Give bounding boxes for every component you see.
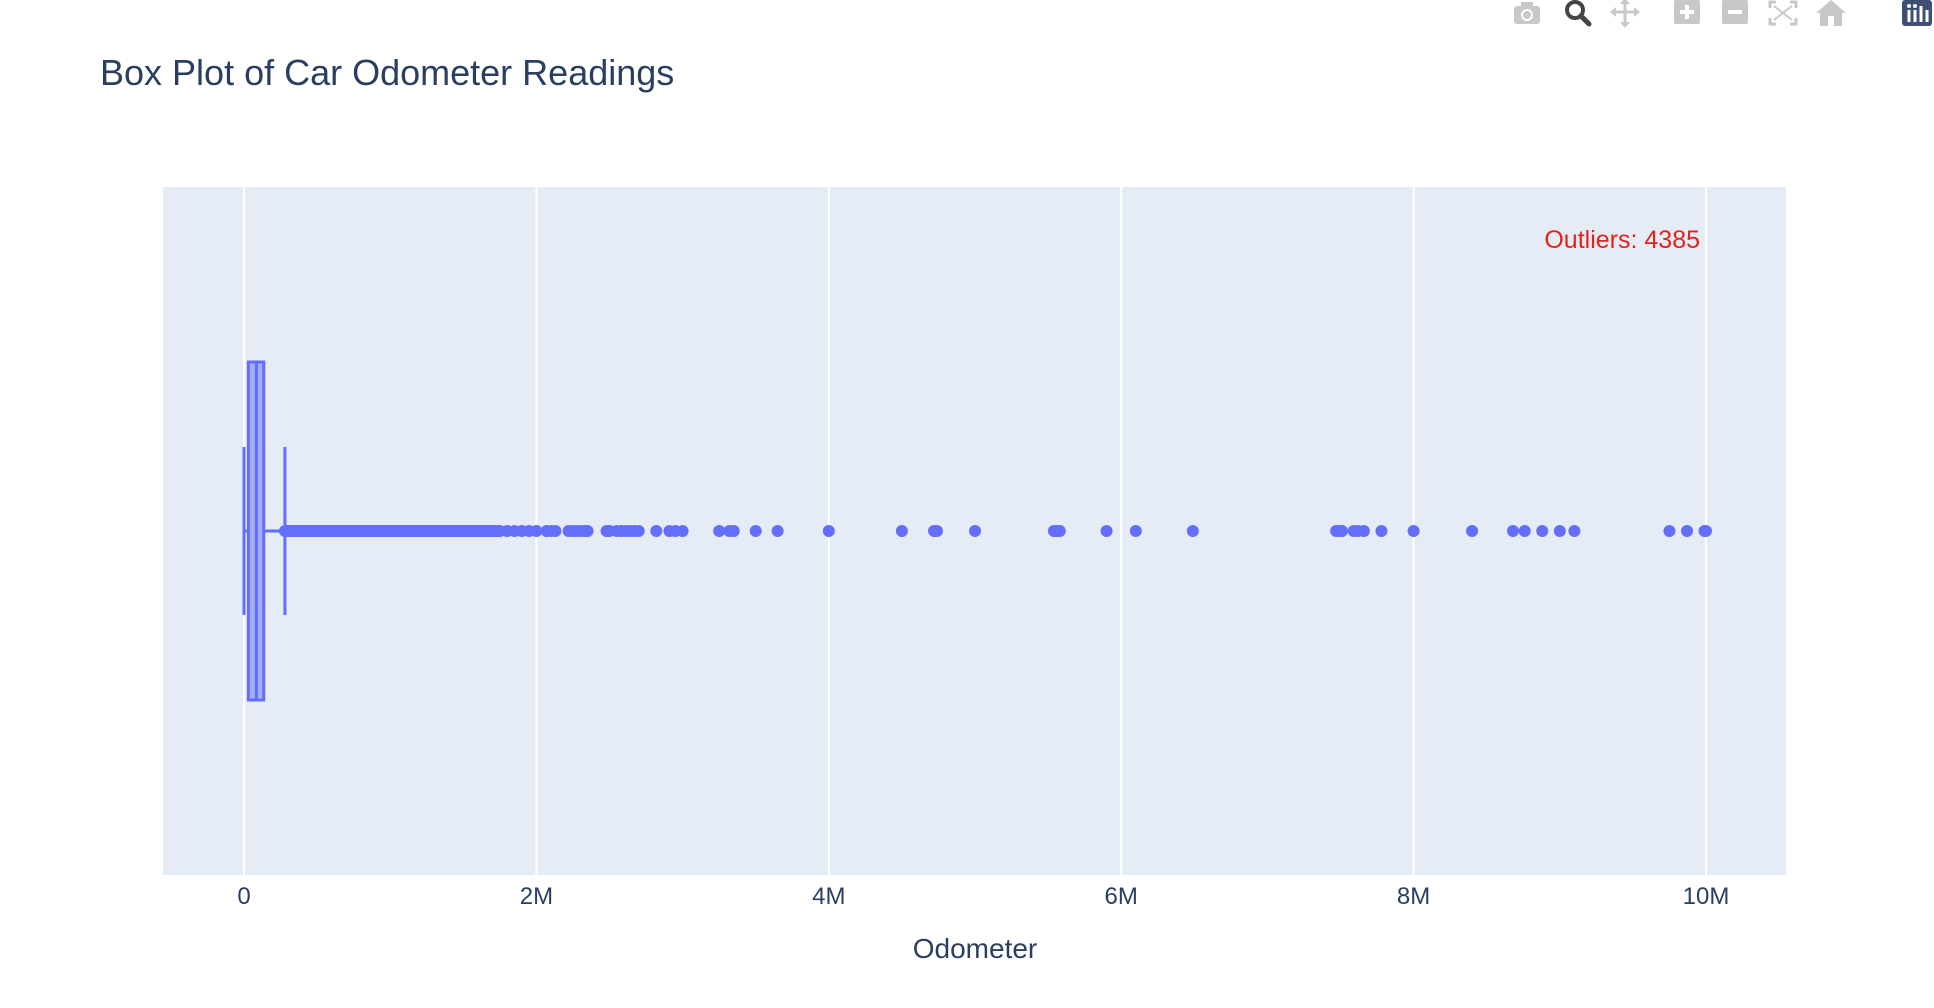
- zoom-icon[interactable]: [1560, 0, 1594, 28]
- x-tick-label: 10M: [1683, 883, 1730, 910]
- outlier-point[interactable]: [1100, 525, 1113, 537]
- zoom-in-icon[interactable]: [1670, 0, 1704, 28]
- outlier-point[interactable]: [581, 525, 594, 537]
- outlier-point[interactable]: [1663, 525, 1676, 537]
- autoscale-icon[interactable]: [1766, 0, 1800, 28]
- outlier-point[interactable]: [1507, 525, 1520, 537]
- outlier-point[interactable]: [650, 525, 663, 537]
- box-trace: [242, 360, 287, 702]
- outlier-point[interactable]: [822, 525, 835, 537]
- outlier-point[interactable]: [1680, 525, 1693, 537]
- outlier-point[interactable]: [727, 525, 740, 537]
- outlier-point[interactable]: [1129, 525, 1142, 537]
- outlier-points: [278, 525, 1712, 537]
- outlier-point[interactable]: [930, 525, 943, 537]
- outlier-point[interactable]: [771, 525, 784, 537]
- camera-icon[interactable]: [1510, 0, 1544, 28]
- outlier-point[interactable]: [1700, 525, 1712, 537]
- zoom-out-icon[interactable]: [1718, 0, 1752, 28]
- outlier-point[interactable]: [632, 525, 645, 537]
- outlier-point[interactable]: [969, 525, 981, 537]
- outlier-point[interactable]: [1375, 525, 1388, 537]
- plotly-logo-icon[interactable]: [1900, 0, 1934, 28]
- outlier-point[interactable]: [1053, 525, 1066, 537]
- x-tick-label: 8M: [1397, 883, 1430, 910]
- x-tick-label: 4M: [812, 883, 845, 910]
- outlier-point[interactable]: [549, 525, 562, 537]
- outlier-point[interactable]: [1518, 525, 1531, 537]
- x-tick-label: 6M: [1105, 883, 1138, 910]
- outlier-point[interactable]: [895, 525, 908, 537]
- outlier-point[interactable]: [1186, 525, 1199, 537]
- outlier-point[interactable]: [1357, 525, 1370, 537]
- outlier-point[interactable]: [1335, 525, 1348, 537]
- outlier-point[interactable]: [1466, 525, 1479, 537]
- outlier-count-annotation: Outliers: 4385: [1544, 226, 1700, 254]
- outlier-point[interactable]: [676, 525, 689, 537]
- x-axis-ticks: 0 2M 4M 6M 8M 10M: [237, 883, 1729, 910]
- chart-title: Box Plot of Car Odometer Readings: [100, 52, 675, 93]
- outlier-point[interactable]: [1536, 525, 1549, 537]
- outlier-point[interactable]: [1553, 525, 1566, 537]
- x-tick-label: 0: [237, 883, 250, 910]
- x-tick-label: 2M: [520, 883, 553, 910]
- outlier-point[interactable]: [749, 525, 762, 537]
- outlier-point[interactable]: [1568, 525, 1581, 537]
- outlier-point[interactable]: [713, 525, 726, 537]
- outlier-dense-band: [278, 525, 505, 537]
- pan-icon[interactable]: [1608, 0, 1642, 28]
- home-icon[interactable]: [1814, 0, 1848, 28]
- outlier-point[interactable]: [1407, 525, 1420, 537]
- outlier-point[interactable]: [530, 525, 543, 537]
- x-axis-label: Odometer: [913, 933, 1038, 964]
